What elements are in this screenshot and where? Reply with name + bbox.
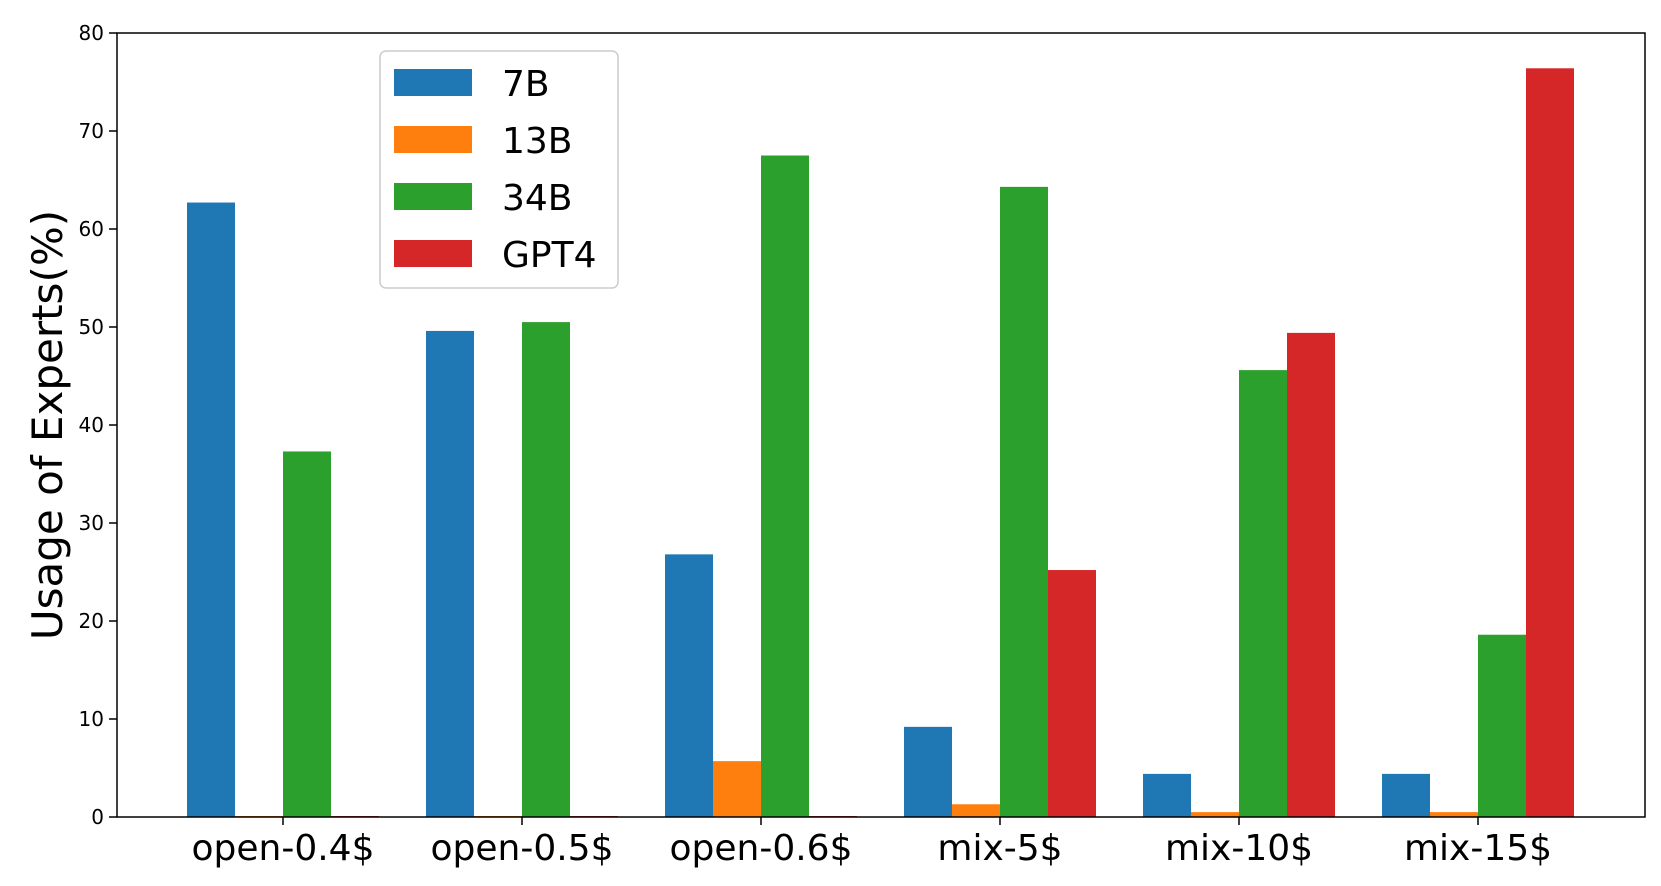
bar-7b-1 xyxy=(187,202,235,818)
y-tick-label: 40 xyxy=(79,413,104,437)
bar-34b-5 xyxy=(1239,370,1287,817)
bar-7b-5 xyxy=(1143,773,1191,817)
bar-13b-5 xyxy=(1191,812,1239,817)
y-axis-title: Usage of Experts(%) xyxy=(23,210,72,640)
x-tick-label: open-0.5$ xyxy=(431,828,614,869)
y-tick-label: 70 xyxy=(79,119,104,143)
plot-frame xyxy=(116,32,1646,818)
bar-7b-3 xyxy=(665,554,713,817)
bar-34b-1 xyxy=(283,451,331,817)
bar-34b-6 xyxy=(1478,634,1526,817)
legend-swatch-7b xyxy=(394,69,472,96)
y-tick-label: 0 xyxy=(91,805,104,829)
legend-swatch-13b xyxy=(394,126,472,153)
bars-group xyxy=(187,68,1574,818)
x-tick-label: mix-15$ xyxy=(1404,828,1552,869)
x-tick-label: open-0.4$ xyxy=(192,828,375,869)
bar-gpt4-4 xyxy=(1048,570,1096,817)
y-tick-label: 50 xyxy=(79,315,104,339)
y-tick-label: 10 xyxy=(79,707,104,731)
y-tick-label: 20 xyxy=(79,609,104,633)
bar-7b-4 xyxy=(904,726,952,817)
legend: 7B 13B 34B GPT4 xyxy=(379,50,619,289)
legend-label-13b: 13B xyxy=(502,121,573,162)
bar-34b-4 xyxy=(1000,186,1048,818)
bar-34b-2 xyxy=(522,322,570,817)
legend-label-gpt4: GPT4 xyxy=(502,235,597,276)
bar-13b-4 xyxy=(952,804,1000,817)
bar-7b-2 xyxy=(426,330,474,817)
bar-7b-6 xyxy=(1382,773,1430,817)
bar-13b-6 xyxy=(1430,812,1478,817)
y-tick-label: 60 xyxy=(79,217,104,241)
y-axis: 0 10 20 30 40 50 60 70 80 xyxy=(79,21,117,829)
bar-13b-3 xyxy=(713,761,761,817)
legend-label-34b: 34B xyxy=(502,178,573,219)
y-tick-label: 80 xyxy=(79,21,104,45)
legend-swatch-gpt4 xyxy=(394,240,472,267)
legend-swatch-34b xyxy=(394,183,472,210)
y-tick-label: 30 xyxy=(79,511,104,535)
x-axis: open-0.4$ open-0.5$ open-0.6$ mix-5$ mix-10$… xyxy=(192,817,1552,869)
x-tick-label: open-0.6$ xyxy=(670,828,853,869)
bar-gpt4-5 xyxy=(1287,332,1335,817)
bar-34b-3 xyxy=(761,155,809,817)
legend-box xyxy=(379,50,619,289)
legend-label-7b: 7B xyxy=(502,64,550,105)
x-tick-label: mix-5$ xyxy=(937,828,1062,869)
x-tick-label: mix-10$ xyxy=(1165,828,1313,869)
bar-gpt4-6 xyxy=(1526,68,1574,817)
